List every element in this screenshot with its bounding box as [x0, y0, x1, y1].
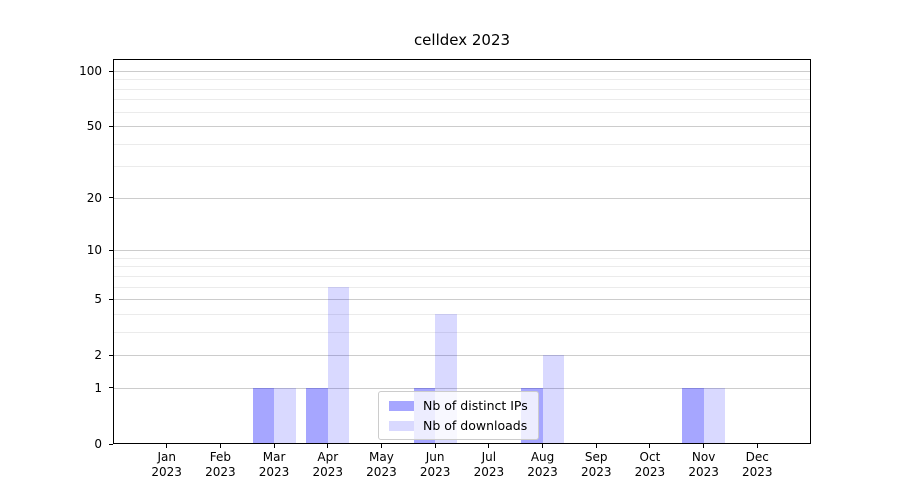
- gridline-major: [114, 299, 810, 301]
- x-tick-label: May 2023: [366, 450, 397, 479]
- x-tick-mark: [327, 444, 329, 448]
- gridline-major: [114, 197, 810, 199]
- y-tick-mark: [109, 387, 113, 389]
- y-tick-mark: [109, 197, 113, 199]
- bar-downloads: [703, 387, 726, 443]
- x-tick-label: Sep 2023: [580, 450, 612, 479]
- x-tick-label: Aug 2023: [527, 450, 558, 479]
- y-tick-label: 5: [94, 292, 102, 307]
- gridline-minor: [114, 88, 810, 90]
- gridline-major: [114, 71, 810, 72]
- x-tick-mark: [380, 444, 382, 448]
- y-tick-label: 2: [94, 348, 102, 363]
- bar-downloads: [542, 355, 564, 443]
- legend: Nb of distinct IPs Nb of downloads: [378, 391, 539, 440]
- y-tick-mark: [109, 70, 113, 72]
- y-tick-label: 0: [94, 437, 102, 451]
- legend-swatch-downloads: [389, 420, 414, 431]
- y-tick-label: 50: [86, 119, 102, 134]
- x-tick-mark: [488, 444, 490, 448]
- x-tick-label: Jul 2023: [473, 450, 505, 479]
- gridline-minor: [114, 143, 810, 145]
- bar-distinct-ips: [682, 387, 704, 443]
- x-tick-label: Jan 2023: [151, 450, 182, 479]
- legend-entry-distinct-ips: Nb of distinct IPs: [389, 398, 528, 413]
- gridline-minor: [114, 275, 810, 277]
- gridline-major: [114, 250, 810, 252]
- x-tick-mark: [649, 444, 651, 448]
- plot-area: Nb of distinct IPs Nb of downloads: [113, 59, 811, 444]
- x-tick-mark: [542, 444, 544, 448]
- y-tick-mark: [109, 125, 113, 127]
- x-tick-label: Mar 2023: [258, 450, 290, 479]
- gridline-minor: [114, 313, 810, 315]
- gridline-minor: [114, 331, 810, 333]
- x-tick-mark: [595, 444, 597, 448]
- gridline-major: [114, 387, 810, 389]
- x-tick-mark: [434, 444, 436, 448]
- x-tick-label: Apr 2023: [312, 450, 344, 479]
- x-tick-label: Nov 2023: [688, 450, 719, 479]
- y-tick-label: 100: [79, 64, 102, 78]
- gridline-minor: [114, 166, 810, 168]
- y-tick-mark: [109, 443, 113, 445]
- y-tick-label: 20: [86, 190, 102, 205]
- x-tick-label: Dec 2023: [742, 450, 773, 479]
- gridline-minor: [114, 266, 810, 268]
- gridline-minor: [114, 286, 810, 288]
- x-tick-label: Oct 2023: [634, 450, 666, 479]
- x-tick-label: Jun 2023: [419, 450, 451, 479]
- y-tick-label: 10: [86, 243, 102, 258]
- bar-distinct-ips: [306, 387, 328, 443]
- gridline-minor: [114, 111, 810, 113]
- legend-label-distinct-ips: Nb of distinct IPs: [423, 398, 528, 413]
- y-tick-label: 1: [94, 380, 102, 395]
- y-tick-mark: [109, 354, 113, 356]
- chart-title: celldex 2023: [413, 31, 511, 49]
- gridline-major: [114, 355, 810, 357]
- legend-swatch-distinct-ips: [389, 400, 414, 411]
- x-tick-mark: [166, 444, 168, 448]
- x-tick-mark: [703, 444, 705, 448]
- gridline-minor: [114, 79, 810, 81]
- x-tick-mark: [273, 444, 275, 448]
- bar-downloads: [327, 286, 350, 443]
- gridline-minor: [114, 99, 810, 101]
- gridline-major: [114, 126, 810, 128]
- y-tick-mark: [109, 298, 113, 300]
- x-tick-label: Feb 2023: [205, 450, 236, 479]
- y-tick-mark: [109, 249, 113, 251]
- legend-entry-downloads: Nb of downloads: [389, 418, 528, 433]
- x-tick-mark: [219, 444, 221, 448]
- x-tick-mark: [756, 444, 758, 448]
- legend-label-downloads: Nb of downloads: [423, 418, 528, 433]
- gridline-minor: [114, 257, 810, 259]
- bar-distinct-ips: [252, 387, 275, 443]
- bar-downloads: [274, 387, 296, 443]
